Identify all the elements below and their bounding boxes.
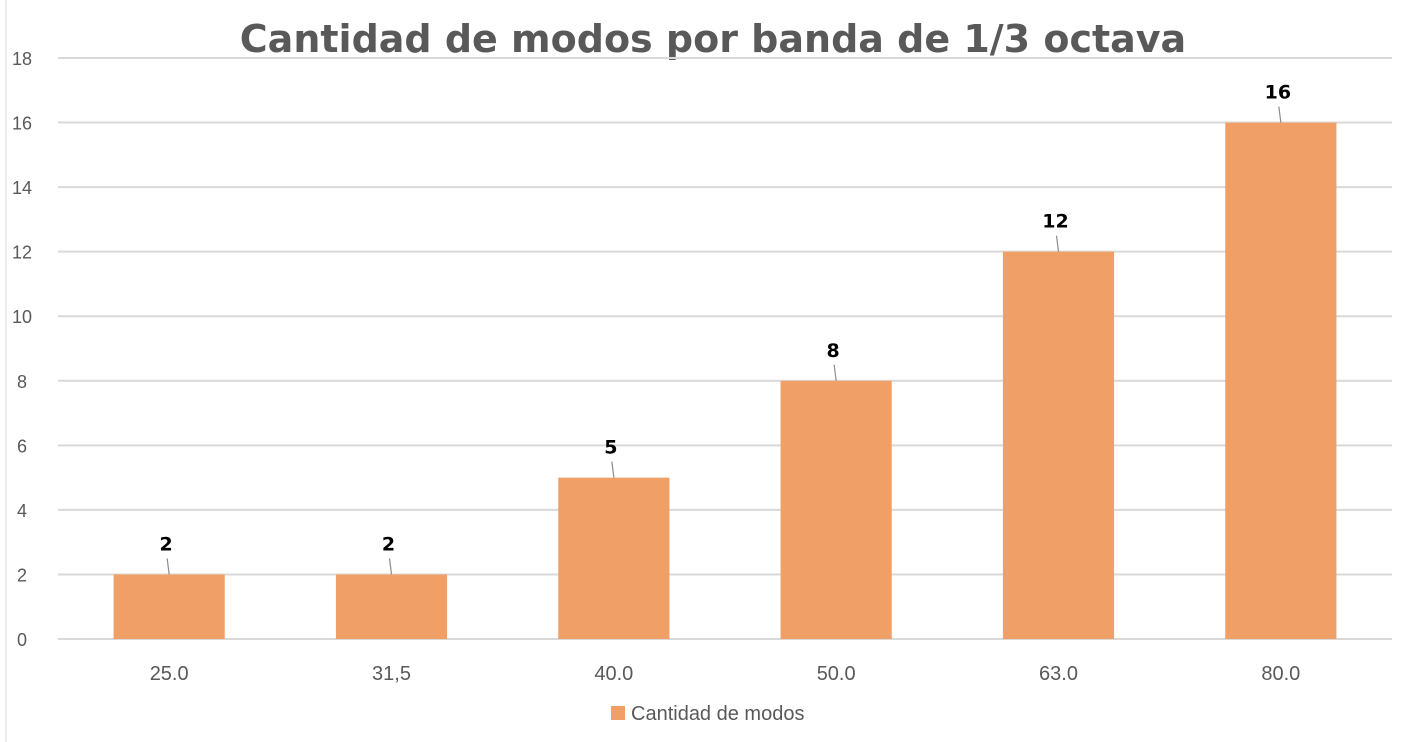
y-tick-label: 16 (12, 114, 32, 134)
legend-swatch (611, 706, 625, 720)
y-tick-label: 10 (12, 307, 32, 327)
data-label-leader (166, 558, 170, 575)
data-label-leader (1055, 235, 1060, 252)
data-label: 2 (382, 533, 395, 555)
bar (113, 574, 225, 639)
x-tick-label: 63.0 (1039, 663, 1078, 685)
bars: 2 2 5 8 12 16 (113, 82, 1337, 640)
x-tick-label: 25.0 (150, 663, 189, 685)
y-tick-label: 2 (17, 565, 27, 585)
y-tick-label: 0 (17, 630, 27, 650)
legend: Cantidad de modos (611, 703, 804, 725)
y-tick-label: 12 (12, 243, 32, 263)
legend-label: Cantidad de modos (631, 703, 804, 725)
data-label-leader (611, 461, 615, 478)
bar (1225, 122, 1337, 640)
x-tick-label: 50.0 (817, 663, 856, 685)
x-axis-ticks: 25.0 31,5 40.0 50.0 63.0 80.0 (150, 663, 1301, 685)
bar (780, 380, 892, 639)
chart-title: Cantidad de modos por banda de 1/3 octav… (240, 17, 1186, 61)
x-tick-label: 40.0 (594, 663, 633, 685)
data-label: 16 (1265, 82, 1291, 104)
bar (558, 477, 670, 639)
bar (1002, 251, 1115, 639)
y-tick-label: 14 (12, 178, 32, 198)
bar (335, 574, 448, 639)
data-label-leader (1278, 106, 1282, 123)
data-label-leader (388, 558, 393, 575)
y-tick-label: 18 (12, 49, 32, 69)
data-label: 12 (1042, 211, 1068, 233)
data-label: 2 (160, 533, 173, 555)
x-tick-label: 31,5 (372, 663, 411, 685)
y-axis-ticks: 0 2 4 6 8 10 12 14 16 18 (12, 49, 32, 650)
y-tick-label: 4 (17, 501, 27, 521)
data-label: 8 (827, 340, 840, 362)
data-label-leader (833, 364, 837, 381)
y-tick-label: 6 (17, 436, 27, 456)
x-tick-label: 80.0 (1261, 663, 1300, 685)
data-label: 5 (604, 437, 617, 459)
gridlines (58, 57, 1392, 640)
y-tick-label: 8 (17, 372, 27, 392)
